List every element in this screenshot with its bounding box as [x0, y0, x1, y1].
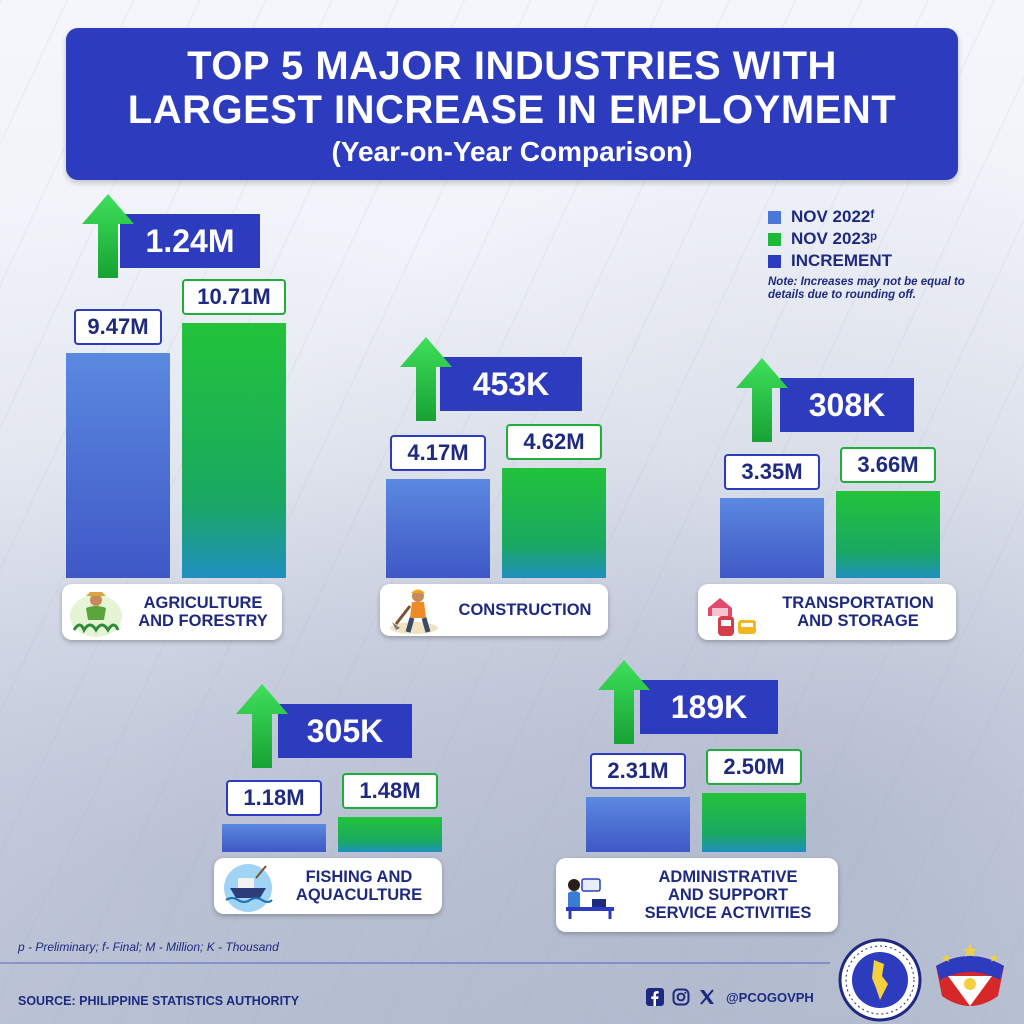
value-label-nov-2022-administrative: 2.31M — [590, 753, 686, 790]
bar-nov-2022-administrative — [586, 797, 690, 852]
value-label-nov-2022-transportation: 3.35M — [724, 454, 820, 491]
increment-label-administrative: 189K — [640, 680, 778, 734]
bar-nov-2022-fishing — [222, 823, 326, 852]
legend: NOV 2022ᶠ NOV 2023ᵖ INCREMENT Note: Incr… — [768, 206, 998, 302]
legend-label-nov-2022: NOV 2022ᶠ — [791, 207, 875, 226]
source-text: SOURCE: PHILIPPINE STATISTICS AUTHORITY — [18, 994, 300, 1008]
transport-icon — [708, 598, 756, 636]
legend-swatch-nov-2022 — [768, 210, 781, 224]
pco-seal-logo — [838, 938, 922, 1022]
category-label-administrative: ADMINISTRATIVE AND SUPPORT SERVICE ACTIV… — [644, 868, 812, 922]
value-label-nov-2023-administrative: 2.50M — [706, 748, 802, 785]
bar-nov-2022-transportation — [720, 498, 824, 578]
category-card-construction: CONSTRUCTION — [380, 584, 608, 636]
category-label-fishing: FISHING AND AQUACULTURE — [295, 868, 423, 904]
bar-nov-2023-agriculture — [182, 323, 286, 578]
chart-subtitle: (Year-on-Year Comparison) — [331, 136, 693, 167]
legend-note: Note: Increases may not be equal to deta… — [768, 276, 965, 301]
increment-label-agriculture: 1.24M — [120, 214, 260, 268]
category-card-administrative: ADMINISTRATIVE AND SUPPORT SERVICE ACTIV… — [556, 858, 838, 932]
value-label-nov-2023-transportation: 3.66M — [840, 446, 936, 483]
category-card-fishing: FISHING AND AQUACULTURE — [214, 858, 442, 914]
up-arrow-icon-fishing — [236, 684, 288, 768]
x-icon[interactable] — [698, 988, 716, 1006]
construction-worker-icon — [390, 589, 438, 634]
category-label-construction: CONSTRUCTION — [458, 601, 592, 619]
office-worker-icon — [566, 878, 614, 919]
facebook-icon[interactable] — [646, 988, 664, 1006]
social-bar: @PCOGOVPH — [646, 988, 814, 1006]
legend-swatch-nov-2023 — [768, 232, 781, 246]
legend-item-nov-2022: NOV 2022ᶠ — [768, 206, 998, 228]
bar-nov-2023-fishing — [338, 816, 442, 852]
legend-label-increment: INCREMENT — [791, 251, 893, 270]
value-label-nov-2023-fishing: 1.48M — [342, 772, 438, 809]
social-handle[interactable]: @PCOGOVPH — [726, 989, 814, 1005]
philippine-flag-logo — [936, 944, 1004, 1006]
value-label-nov-2023-agriculture: 10.71M — [182, 279, 286, 316]
increment-label-construction: 453K — [440, 357, 582, 411]
bar-nov-2023-transportation — [836, 490, 940, 578]
up-arrow-icon-agriculture — [82, 194, 134, 278]
legend-swatch-increment — [768, 254, 781, 268]
title-banner: TOP 5 MAJOR INDUSTRIES WITH LARGEST INCR… — [66, 28, 958, 180]
category-card-agriculture: AGRICULTURE AND FORESTRY — [62, 584, 282, 640]
farmer-icon — [70, 592, 122, 637]
bar-nov-2023-administrative — [702, 792, 806, 852]
footer-divider — [0, 962, 830, 964]
bar-nov-2022-agriculture — [66, 352, 170, 578]
legend-item-increment: INCREMENT — [768, 250, 998, 272]
increment-label-fishing: 305K — [278, 704, 412, 758]
value-label-nov-2023-construction: 4.62M — [506, 424, 602, 461]
value-label-nov-2022-agriculture: 9.47M — [74, 308, 162, 345]
fishing-boat-icon — [224, 864, 273, 912]
legend-label-nov-2023: NOV 2023ᵖ — [791, 229, 878, 248]
up-arrow-icon-transportation — [736, 358, 788, 442]
footnote: p - Preliminary; f- Final; M - Million; … — [18, 940, 279, 954]
bar-nov-2023-construction — [502, 468, 606, 578]
legend-item-nov-2023: NOV 2023ᵖ — [768, 228, 998, 250]
category-label-agriculture: AGRICULTURE AND FORESTRY — [138, 594, 268, 630]
chart-title-line2: LARGEST INCREASE IN EMPLOYMENT — [127, 88, 897, 132]
up-arrow-icon-construction — [400, 337, 452, 421]
instagram-icon[interactable] — [672, 988, 690, 1006]
increment-label-transportation: 308K — [780, 378, 914, 432]
up-arrow-icon-administrative — [598, 660, 650, 744]
value-label-nov-2022-construction: 4.17M — [390, 434, 486, 471]
category-card-transportation: TRANSPORTATION AND STORAGE — [698, 584, 956, 640]
value-label-nov-2022-fishing: 1.18M — [226, 779, 322, 816]
chart-title-line1: TOP 5 MAJOR INDUSTRIES WITH — [187, 44, 837, 88]
bar-nov-2022-construction — [386, 478, 490, 578]
category-label-transportation: TRANSPORTATION AND STORAGE — [782, 594, 934, 630]
